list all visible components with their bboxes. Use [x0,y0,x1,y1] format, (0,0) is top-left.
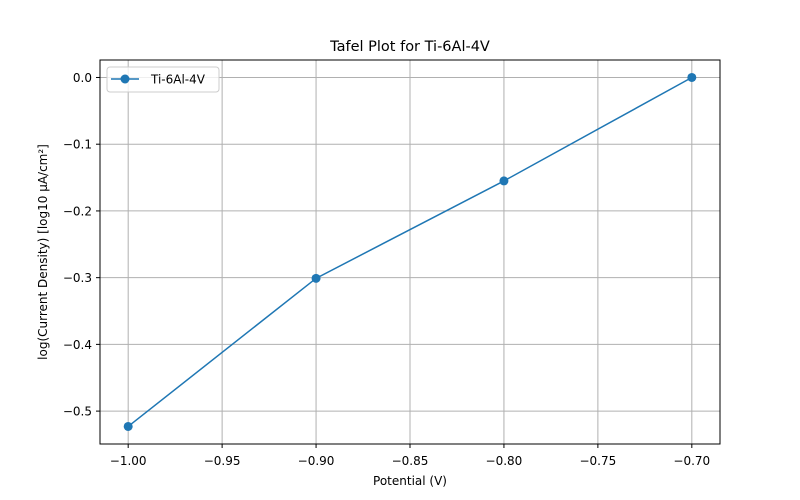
x-tick-label: −0.75 [579,454,616,468]
legend-label-ti-6al-4v: Ti-6Al-4V [150,73,206,87]
legend-marker-swatch [120,74,130,84]
x-tick-label: −0.80 [486,454,523,468]
data-point [311,273,321,283]
x-tick-label: −1.00 [110,454,147,468]
data-point [687,72,697,82]
legend-box [106,66,220,93]
y-tick-label: −0.2 [63,204,92,218]
series-line [127,76,693,428]
data-point [123,421,133,431]
x-tick-label: −0.85 [392,454,429,468]
x-tick-label: −0.90 [298,454,335,468]
grid-layer [100,60,720,444]
y-tick-label: −0.4 [63,338,92,352]
x-tick-label: −0.95 [204,454,241,468]
legend: Ti-6Al-4V [106,66,220,93]
y-tick-label: −0.3 [63,271,92,285]
data-point [499,176,509,186]
series-layer [123,72,697,431]
y-tick-label: −0.5 [63,405,92,419]
y-tick-label: −0.1 [63,138,92,152]
y-tick-label: 0.0 [73,71,92,85]
y-axis-label: log(Current Density) [log10 µA/cm²] [36,144,50,360]
x-tick-label: −0.70 [673,454,710,468]
x-axis-label: Potential (V) [373,474,447,488]
plot-frame [99,59,721,445]
chart-title: Tafel Plot for Ti-6Al-4V [329,39,490,55]
ticks-layer: −1.00 −0.95 −0.90 −0.85 −0.80 −0.75 −0.70 0.0 −0… [63,71,710,468]
